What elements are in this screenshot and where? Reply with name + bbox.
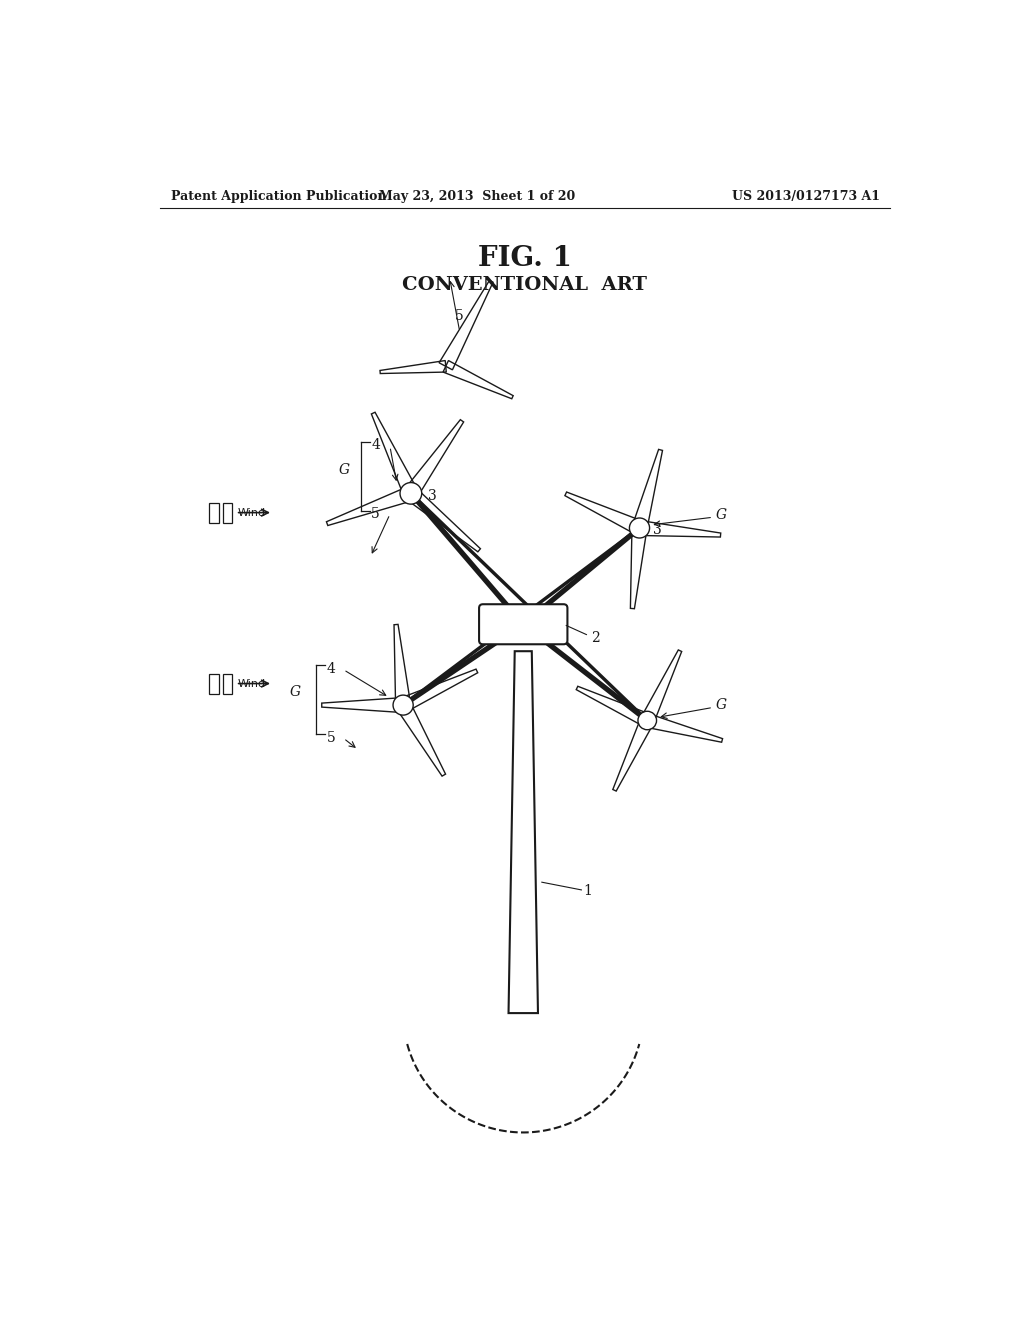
Text: Wind: Wind	[238, 508, 265, 517]
Bar	[209, 503, 219, 523]
FancyBboxPatch shape	[479, 605, 567, 644]
Text: 1: 1	[584, 884, 593, 899]
Text: Wind: Wind	[238, 678, 265, 689]
Text: US 2013/0127173 A1: US 2013/0127173 A1	[732, 190, 880, 203]
Polygon shape	[509, 651, 538, 1014]
Text: 4: 4	[372, 438, 380, 453]
Text: 3: 3	[652, 523, 662, 537]
Text: 5: 5	[327, 731, 335, 744]
Bar	[222, 503, 231, 523]
Text: May 23, 2013  Sheet 1 of 20: May 23, 2013 Sheet 1 of 20	[379, 190, 574, 203]
Text: G: G	[716, 698, 727, 711]
Text: G: G	[289, 685, 300, 698]
Bar	[209, 673, 219, 693]
Text: 2: 2	[591, 631, 599, 645]
Text: CONVENTIONAL  ART: CONVENTIONAL ART	[402, 276, 647, 294]
Text: 4: 4	[327, 661, 335, 676]
Text: 3: 3	[428, 488, 436, 503]
Text: FIG. 1: FIG. 1	[478, 246, 571, 272]
Bar	[222, 673, 231, 693]
Text: Patent Application Publication: Patent Application Publication	[171, 190, 386, 203]
Text: G: G	[716, 508, 727, 521]
Circle shape	[400, 483, 422, 504]
Circle shape	[638, 711, 656, 730]
Circle shape	[393, 696, 414, 715]
Text: G: G	[339, 463, 350, 477]
Text: 5: 5	[372, 507, 380, 521]
Circle shape	[630, 517, 649, 539]
Text: 5: 5	[456, 309, 464, 323]
